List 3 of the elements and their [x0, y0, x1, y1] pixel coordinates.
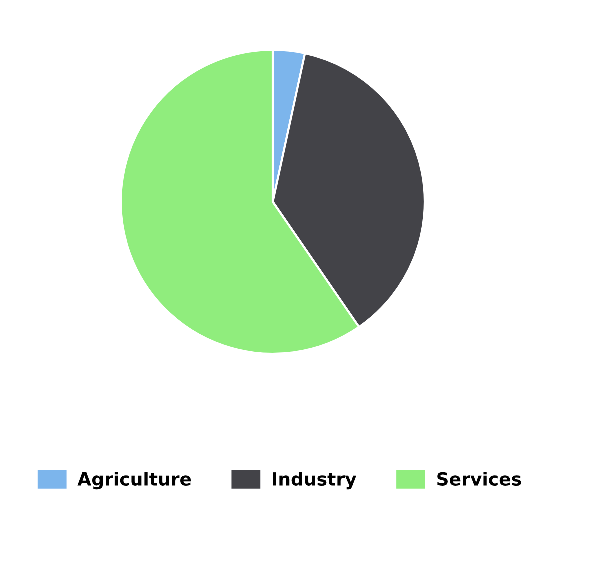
- legend-label: Services: [438, 472, 522, 486]
- legend-label: Industry: [273, 472, 357, 490]
- legend-label: Agriculture: [78, 472, 192, 490]
